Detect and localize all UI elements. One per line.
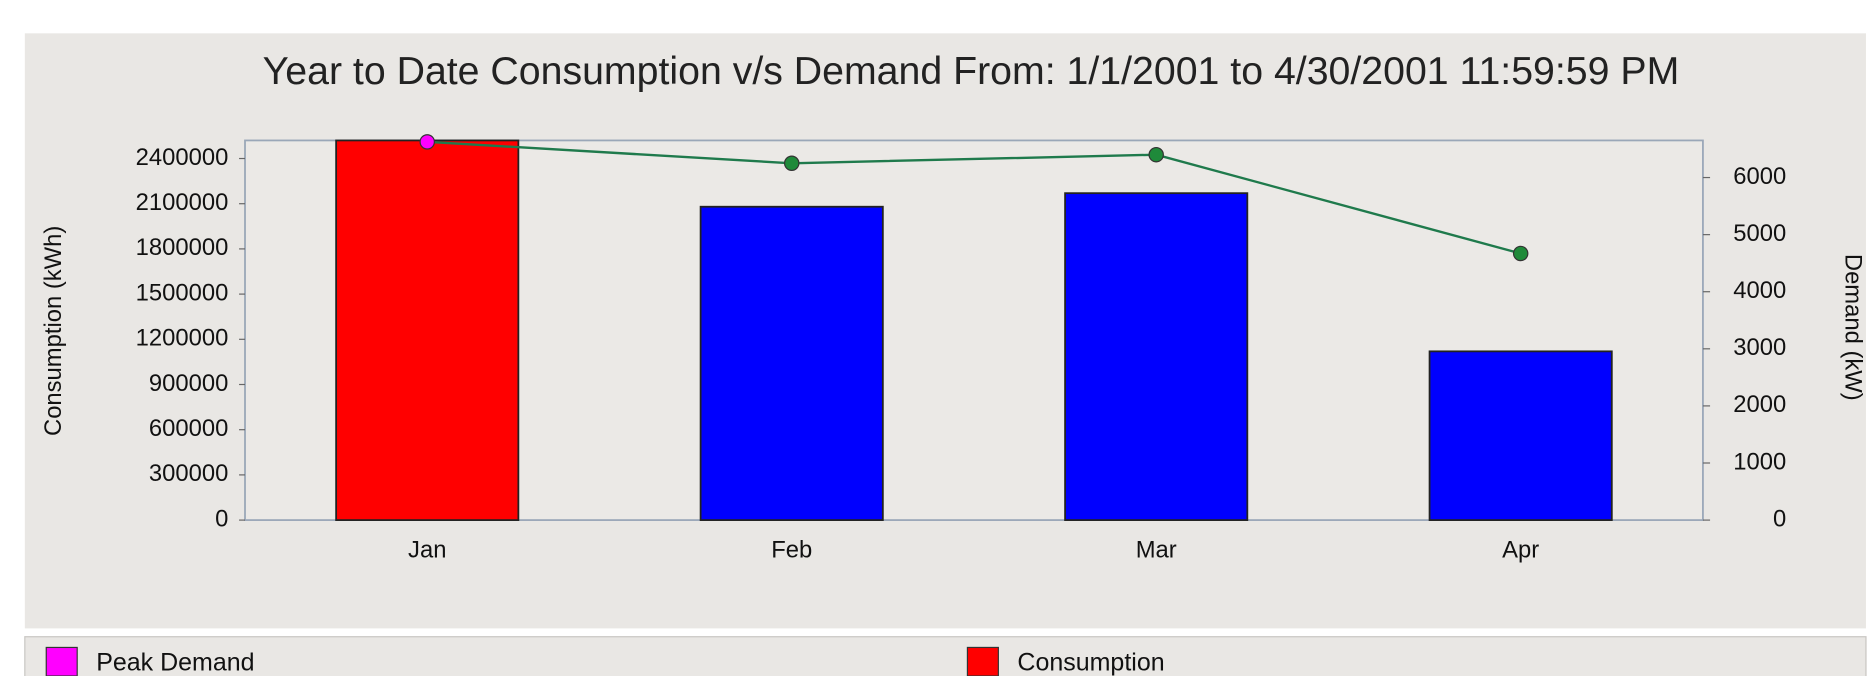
bar	[335, 139, 520, 521]
y2-tick-label: 4000	[1733, 277, 1786, 304]
legend-box	[24, 636, 1867, 676]
legend-label: Peak Demand	[96, 649, 254, 676]
y-axis-title: Consumption (kWh)	[40, 226, 67, 436]
y-tick-label: 2100000	[136, 189, 229, 216]
chart-title: Year to Date Consumption v/s Demand From…	[263, 49, 1680, 93]
demand-point	[419, 134, 435, 150]
y2-axis-title: Demand (kW)	[1839, 254, 1866, 401]
y-tick-label: 0	[215, 505, 228, 532]
bar	[1064, 192, 1249, 521]
y2-tick-label: 6000	[1733, 163, 1786, 190]
x-tick-label: Feb	[771, 536, 812, 563]
y-tick-label: 1800000	[136, 234, 229, 261]
legend-label: Consumption	[1017, 649, 1164, 676]
demand-point	[783, 155, 800, 172]
y-tick-label: 900000	[149, 370, 228, 397]
y2-tick-label: 2000	[1733, 391, 1786, 418]
legend-swatch	[45, 646, 78, 676]
y2-tick-label: 0	[1773, 505, 1786, 532]
demand-point	[1148, 146, 1164, 163]
y-tick-label: 600000	[149, 415, 228, 442]
x-tick-label: Apr	[1502, 536, 1539, 563]
demand-point	[1512, 245, 1529, 262]
y-tick-label: 2400000	[136, 144, 229, 171]
legend-swatch	[966, 646, 999, 676]
bar	[699, 205, 884, 521]
y-tick-label: 1500000	[136, 279, 229, 306]
y2-tick-label: 5000	[1733, 220, 1786, 247]
y2-tick-label: 3000	[1733, 334, 1786, 361]
y-tick-label: 300000	[149, 460, 228, 487]
x-tick-label: Jan	[408, 536, 446, 563]
y2-tick-label: 1000	[1733, 448, 1786, 475]
bar	[1428, 350, 1613, 521]
demand-line	[427, 140, 1521, 255]
x-tick-label: Mar	[1136, 536, 1177, 563]
y-tick-label: 1200000	[136, 325, 229, 352]
